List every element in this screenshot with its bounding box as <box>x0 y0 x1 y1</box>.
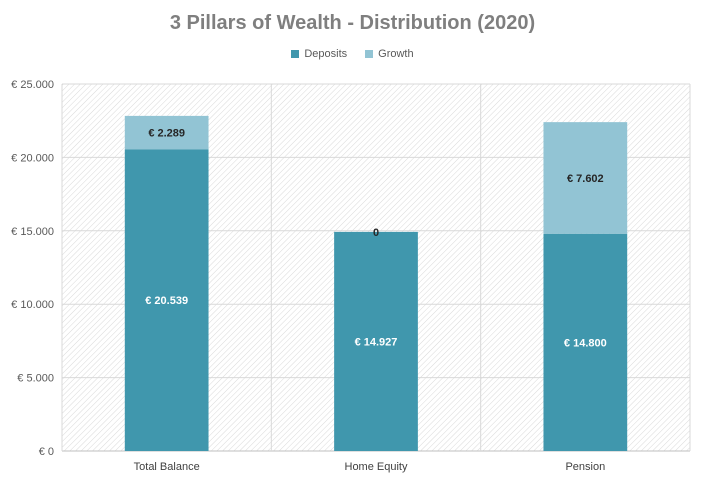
axes: € 0 € 5.000 € 10.000 € 15.000 € 20.000 € 25.0… <box>11 79 605 473</box>
data-label-deposits: € 20.539 <box>145 295 188 307</box>
bar-growth-0 <box>124 115 209 150</box>
y-tick-label: € 10.000 <box>11 299 54 311</box>
y-tick-label: € 20.000 <box>11 152 54 164</box>
data-label-growth: € 7.602 <box>567 173 604 185</box>
bar-deposits-1 <box>334 231 418 451</box>
x-tick-label: Pension <box>565 461 605 473</box>
y-tick-label: € 5.000 <box>17 373 54 385</box>
legend-label-growth: Growth <box>378 48 414 60</box>
data-label-growth: 0 <box>373 227 379 239</box>
data-label-deposits: € 14.800 <box>564 337 607 349</box>
x-tick-label: Total Balance <box>134 461 200 473</box>
legend-label-deposits: Deposits <box>304 48 348 60</box>
bar-deposits-0 <box>124 149 209 451</box>
x-tick-label: Home Equity <box>345 461 408 473</box>
legend: Deposits Growth <box>0 48 705 60</box>
legend-swatch-growth <box>365 50 374 58</box>
data-labels: € 20.539 € 2.289 € 14.927 0 € 14.800 € 7.602 <box>145 128 606 350</box>
data-label-deposits: € 14.927 <box>355 336 398 348</box>
legend-item-deposits: Deposits <box>291 48 347 60</box>
chart-title: 3 Pillars of Wealth - Distribution (2020… <box>169 12 536 34</box>
data-label-growth: € 2.289 <box>148 128 185 140</box>
bars <box>124 115 628 451</box>
legend-swatch-deposits <box>291 50 300 58</box>
y-tick-label: € 15.000 <box>11 226 54 238</box>
bar-deposits-2 <box>543 233 628 451</box>
bar-growth-2 <box>543 122 628 234</box>
legend-item-growth: Growth <box>365 48 414 60</box>
y-tick-label: € 0 <box>39 446 54 458</box>
y-tick-label: € 25.000 <box>11 79 54 91</box>
